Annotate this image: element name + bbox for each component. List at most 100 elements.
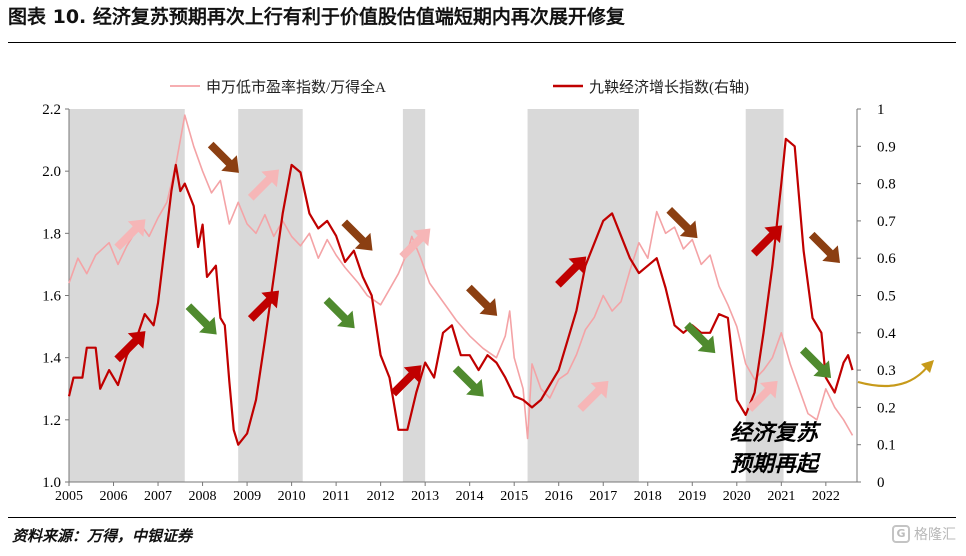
up-arrow-icon [247,169,280,201]
curved-arrow-icon [857,365,929,388]
series-lines [67,114,854,446]
left-tick-label: 1.6 [42,289,61,305]
right-tick-label: 1 [877,102,885,118]
arrow-shape [247,169,280,201]
series-line-pe-ratio [68,114,854,440]
down-arrow-icon [684,322,716,354]
x-tick-label: 2020 [723,489,751,504]
up-arrow-icon [114,219,146,251]
legend-label: 九鞅经济增长指数(右轴) [589,79,749,96]
trend-arrows [114,141,840,412]
x-tick-label: 2022 [812,489,840,504]
arrow-shape [684,322,716,354]
shaded-periods [69,109,784,482]
figure-title: 图表 10. 经济复苏预期再次上行有利于价值股估值端短期内再次展开修复 [8,6,625,28]
x-tick-label: 2015 [500,489,528,504]
up-arrow-icon [577,380,609,412]
down-arrow-icon [341,219,373,251]
up-arrow-icon [750,225,783,257]
down-arrow-icon [799,346,832,379]
x-tick-label: 2021 [767,489,795,504]
arrow-shape [577,380,609,412]
arrow-shape [750,225,783,257]
shaded-period [69,109,185,482]
right-tick-label: 0.6 [877,251,896,267]
down-arrow-icon [466,284,498,316]
arrow-shape [185,303,217,335]
up-arrow-icon [746,380,778,412]
x-tick-label: 2010 [278,489,306,504]
x-tick-label: 2018 [634,489,662,504]
watermark-logo-icon: G [892,525,910,543]
x-tick-label: 2009 [233,489,261,504]
right-tick-label: 0.2 [877,400,896,416]
x-tick-label: 2013 [411,489,439,504]
source-note: 资料来源：万得，中银证券 [12,527,193,545]
up-arrow-icon [114,331,146,363]
title-divider [8,42,956,43]
shaded-period [402,109,426,482]
footer-divider [8,517,956,518]
arrow-shape [247,290,280,322]
chart-svg: 1.0 1.2 1.4 1.6 1.8 2.0 2.2 0 0.1 0.2 0.3 0.4 0.5 0.6… [42,78,934,504]
down-arrow-icon [452,365,484,397]
arrow-shape [390,365,422,397]
x-tick-label: 2012 [367,489,395,504]
x-tick-label: 2011 [322,489,349,504]
watermark-text: 格隆汇 [914,527,956,543]
right-tick-label: 0.9 [877,139,896,155]
up-arrow-icon [247,290,280,322]
x-tick-label: 2005 [55,489,83,504]
down-arrow-icon [323,297,355,329]
arrow-shape [399,228,431,260]
arrow-shape [207,141,239,173]
x-tick-label: 2006 [100,489,128,504]
up-arrow-icon [390,365,422,397]
arrow-shape [452,365,484,397]
shaded-period [527,109,639,482]
curved-arrow-head [921,360,934,373]
arrow-shape [114,331,146,363]
annotation-text: 预期再起 [730,451,821,476]
legend: 申万低市盈率指数/万得全A 九鞅经济增长指数(右轴) [170,78,749,96]
legend-label: 申万低市盈率指数/万得全A [206,78,386,96]
left-tick-label: 2.2 [42,102,61,118]
x-tick-label: 2017 [589,489,617,504]
arrow-shape [114,219,146,251]
left-tick-label: 1.2 [42,413,61,429]
left-tick-label: 2.0 [42,164,61,180]
down-arrow-icon [185,303,217,335]
arrow-shape [799,346,832,379]
right-tick-label: 0.3 [877,363,896,379]
down-arrow-icon [808,231,840,264]
right-tick-label: 0.7 [877,214,896,230]
up-arrow-icon [555,256,587,288]
x-tick-label: 2014 [456,489,484,504]
right-tick-label: 0.1 [877,438,896,454]
left-tick-label: 1.0 [42,475,61,491]
x-tick-label: 2008 [189,489,217,504]
right-tick-label: 0 [877,475,885,491]
annotation-text: 经济复苏 [730,420,822,445]
arrow-shape [555,256,587,288]
down-arrow-icon [666,207,698,239]
right-tick-label: 0.5 [877,289,896,305]
arrow-shape [466,284,498,316]
right-tick-label: 0.4 [877,326,896,342]
chart-axes: 1.0 1.2 1.4 1.6 1.8 2.0 2.2 0 0.1 0.2 0.3 0.4 0.5 0.6… [42,102,896,504]
arrow-shape [808,231,840,264]
x-tick-label: 2019 [678,489,706,504]
shaded-period [745,109,784,482]
up-arrow-icon [399,228,431,260]
arrow-shape [341,219,373,251]
series-line-growth-index [67,137,854,446]
arrow-shape [666,207,698,239]
arrow-shape [746,380,778,412]
arrow-shape [323,297,355,329]
down-arrow-icon [207,141,239,173]
left-tick-label: 1.8 [42,226,61,242]
x-tick-label: 2007 [144,489,172,504]
watermark: G 格隆汇 [892,524,956,544]
